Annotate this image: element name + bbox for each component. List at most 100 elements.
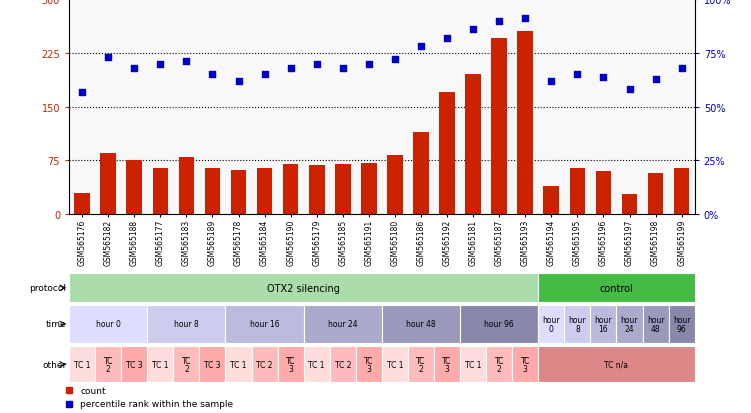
Text: hour
0: hour 0: [542, 316, 560, 333]
Text: hour 96: hour 96: [484, 320, 514, 329]
Bar: [225, 305, 303, 343]
Text: TC 1: TC 1: [231, 360, 247, 369]
Text: TC
3: TC 3: [286, 356, 295, 373]
Bar: [648, 173, 663, 215]
Text: hour
96: hour 96: [673, 316, 690, 333]
Bar: [257, 168, 273, 215]
Text: TC n/a: TC n/a: [605, 360, 629, 369]
Bar: [147, 347, 173, 382]
Bar: [564, 305, 590, 343]
Point: [650, 76, 662, 83]
Bar: [491, 39, 507, 215]
Text: hour
16: hour 16: [595, 316, 612, 333]
Text: TC 1: TC 1: [152, 360, 168, 369]
Text: TC
3: TC 3: [364, 356, 373, 373]
Bar: [382, 347, 408, 382]
Bar: [147, 305, 225, 343]
Bar: [466, 75, 481, 215]
Bar: [361, 163, 377, 215]
Point: [102, 55, 114, 61]
Bar: [126, 161, 142, 215]
Point: [154, 61, 166, 68]
Text: OTX2 silencing: OTX2 silencing: [267, 283, 340, 293]
Bar: [413, 133, 429, 215]
Point: [258, 72, 270, 78]
Bar: [622, 195, 638, 215]
Bar: [460, 347, 486, 382]
Text: hour 0: hour 0: [96, 320, 121, 329]
Bar: [204, 168, 220, 215]
Bar: [330, 347, 356, 382]
Point: [572, 72, 584, 78]
Text: percentile rank within the sample: percentile rank within the sample: [80, 399, 234, 408]
Bar: [517, 32, 533, 215]
Text: hour 8: hour 8: [174, 320, 199, 329]
Bar: [309, 166, 324, 215]
Point: [545, 78, 557, 85]
Bar: [200, 347, 225, 382]
Point: [128, 65, 140, 72]
Point: [415, 44, 427, 50]
Point: [598, 74, 610, 81]
Point: [676, 65, 688, 72]
Bar: [69, 347, 95, 382]
Point: [441, 36, 453, 42]
Text: TC
2: TC 2: [494, 356, 504, 373]
Bar: [74, 193, 90, 215]
Point: [519, 16, 531, 23]
Text: hour 48: hour 48: [406, 320, 436, 329]
Bar: [434, 347, 460, 382]
Text: hour
48: hour 48: [647, 316, 665, 333]
Bar: [512, 347, 538, 382]
Text: TC 1: TC 1: [387, 360, 403, 369]
Point: [389, 57, 401, 64]
Bar: [544, 186, 559, 215]
Bar: [486, 347, 512, 382]
Point: [285, 65, 297, 72]
Text: hour
24: hour 24: [620, 316, 638, 333]
Text: other: other: [42, 360, 67, 369]
Point: [336, 65, 348, 72]
Point: [207, 72, 219, 78]
Bar: [303, 305, 382, 343]
Text: time: time: [46, 320, 67, 329]
Bar: [460, 305, 538, 343]
Text: TC
3: TC 3: [520, 356, 530, 373]
Bar: [674, 168, 689, 215]
Bar: [69, 305, 147, 343]
Point: [623, 87, 635, 93]
Text: TC
3: TC 3: [442, 356, 452, 373]
Text: TC 3: TC 3: [204, 360, 221, 369]
Text: TC 1: TC 1: [74, 360, 90, 369]
Bar: [356, 347, 382, 382]
Bar: [538, 305, 564, 343]
Point: [76, 89, 88, 96]
Bar: [69, 274, 538, 302]
Bar: [538, 274, 695, 302]
Bar: [569, 168, 585, 215]
Bar: [303, 347, 330, 382]
Bar: [596, 172, 611, 215]
Point: [467, 27, 479, 33]
Bar: [538, 347, 695, 382]
Text: TC 1: TC 1: [309, 360, 325, 369]
Text: TC
2: TC 2: [416, 356, 426, 373]
Bar: [95, 347, 121, 382]
Point: [363, 61, 375, 68]
Bar: [590, 305, 617, 343]
Bar: [252, 347, 278, 382]
Text: TC 1: TC 1: [465, 360, 481, 369]
Point: [180, 59, 192, 66]
Bar: [387, 156, 403, 215]
Text: hour
8: hour 8: [569, 316, 587, 333]
Bar: [101, 154, 116, 215]
Bar: [179, 157, 195, 215]
Bar: [408, 347, 434, 382]
Text: protocol: protocol: [29, 284, 67, 292]
Text: TC 3: TC 3: [126, 360, 143, 369]
Bar: [382, 305, 460, 343]
Bar: [283, 165, 298, 215]
Bar: [173, 347, 200, 382]
Bar: [643, 305, 668, 343]
Text: TC
2: TC 2: [104, 356, 113, 373]
